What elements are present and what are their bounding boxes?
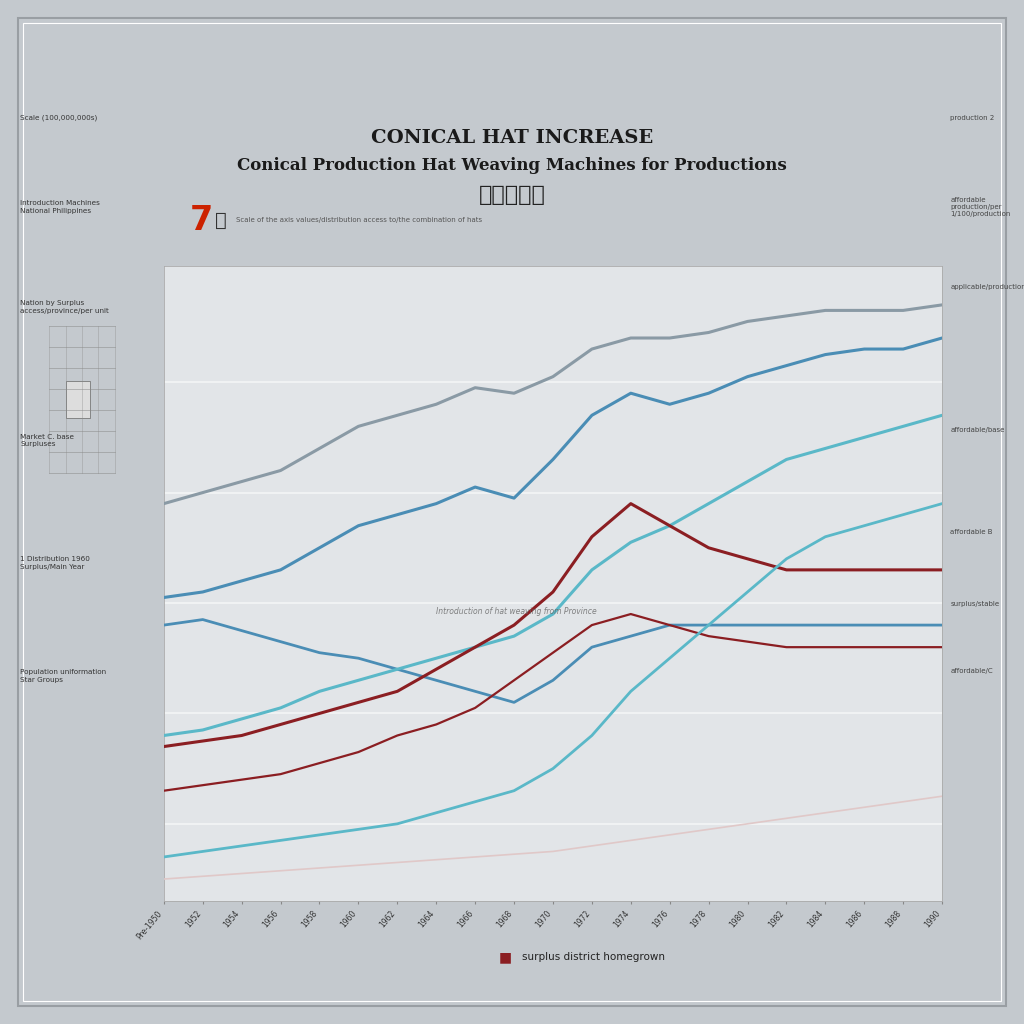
- Text: Scale (100,000,000s): Scale (100,000,000s): [20, 115, 97, 121]
- Text: affordable
production/per
1/100/production: affordable production/per 1/100/producti…: [950, 197, 1011, 217]
- Text: Market C. base
Surpluses: Market C. base Surpluses: [20, 433, 75, 447]
- Text: Introduction of hat weaving from Province: Introduction of hat weaving from Provinc…: [436, 607, 597, 616]
- Text: affordable/base: affordable/base: [950, 427, 1005, 433]
- Text: 帽子生产量: 帽子生产量: [478, 184, 546, 205]
- Text: Conical Production Hat Weaving Machines for Productions: Conical Production Hat Weaving Machines …: [238, 158, 786, 174]
- Text: Population uniformation
Star Groups: Population uniformation Star Groups: [20, 669, 106, 683]
- Text: affordable B: affordable B: [950, 529, 993, 536]
- Text: Scale of the axis values/distribution access to/the combination of hats: Scale of the axis values/distribution ac…: [236, 217, 481, 223]
- Text: 7: 7: [189, 204, 213, 237]
- Text: ■: ■: [499, 950, 512, 965]
- Text: Introduction Machines
National Philippines: Introduction Machines National Philippin…: [20, 200, 100, 214]
- Text: surplus/stable: surplus/stable: [950, 601, 999, 607]
- Text: 1 Distribution 1960
Surplus/Main Year: 1 Distribution 1960 Surplus/Main Year: [20, 556, 90, 570]
- Text: 月: 月: [215, 211, 226, 229]
- Text: Nation by Surplus
access/province/per unit: Nation by Surplus access/province/per un…: [20, 300, 110, 314]
- Text: affordable/C: affordable/C: [950, 668, 993, 674]
- Text: applicable/production: applicable/production: [950, 284, 1024, 290]
- Text: CONICAL HAT INCREASE: CONICAL HAT INCREASE: [371, 129, 653, 147]
- Text: surplus district homegrown: surplus district homegrown: [522, 952, 666, 963]
- Text: production 2: production 2: [950, 115, 994, 121]
- Bar: [66, 381, 90, 418]
